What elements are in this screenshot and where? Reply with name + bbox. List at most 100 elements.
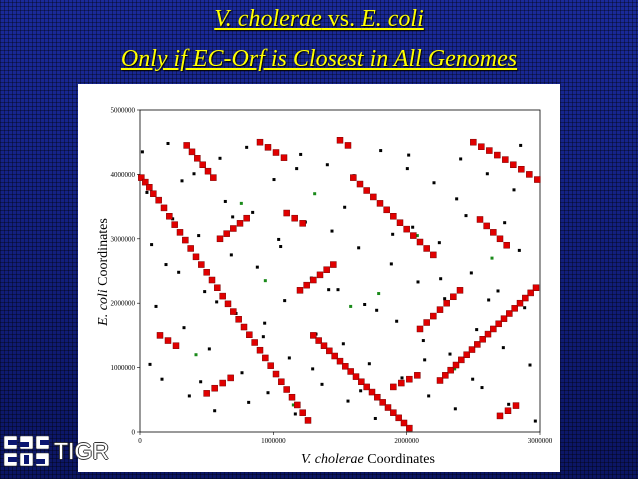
- scatter-point: [280, 154, 288, 161]
- scatter-point: [287, 356, 291, 360]
- scatter-point: [452, 361, 460, 369]
- scatter-point: [415, 234, 419, 238]
- scatter-point: [160, 377, 164, 381]
- title-species-b: E. coli: [361, 6, 424, 32]
- title-species-a: V. cholerae: [214, 6, 322, 32]
- scatter-point: [453, 407, 457, 411]
- scatter-point: [523, 306, 527, 310]
- scatter-point: [500, 315, 508, 322]
- scatter-point: [166, 213, 173, 220]
- y-tick-label: 4000000: [111, 171, 136, 179]
- scatter-point: [294, 401, 301, 409]
- scatter-point: [213, 409, 217, 413]
- slide-title-line-2: Only if EC-Orf is Closest in All Genomes: [120, 46, 518, 72]
- scatter-point: [430, 251, 437, 259]
- scatter-point: [405, 167, 409, 171]
- scatter-point: [504, 407, 512, 414]
- scatter-point: [320, 382, 324, 386]
- scatter-point: [407, 153, 411, 157]
- scatter-point: [304, 417, 312, 424]
- scatter-point: [363, 187, 370, 194]
- scatter-point: [346, 399, 350, 403]
- scatter-point: [171, 217, 175, 221]
- scatter-point: [272, 178, 276, 182]
- scatter-point: [208, 276, 216, 284]
- scatter-point: [511, 305, 518, 312]
- scatter-point: [164, 337, 172, 344]
- scatter-point: [194, 155, 201, 162]
- scatter-point: [326, 347, 333, 355]
- scatter-point: [400, 419, 408, 427]
- scatter-point: [533, 419, 537, 423]
- scatter-point: [485, 172, 489, 176]
- scatter-point: [496, 235, 504, 243]
- scatter-point: [411, 225, 415, 229]
- scatter-point: [243, 214, 250, 222]
- x-axis-label-italic: V. cholerae: [301, 452, 364, 467]
- scatter-point: [325, 163, 329, 167]
- scatter-point: [436, 377, 444, 384]
- scatter-point: [263, 279, 267, 283]
- scatter-point: [323, 266, 330, 273]
- scatter-point: [277, 237, 281, 241]
- scatter-point: [216, 235, 224, 243]
- scatter-point: [427, 394, 431, 398]
- scatter-point: [182, 236, 189, 244]
- scatter-point: [176, 229, 184, 236]
- x-tick-label: 3000000: [528, 437, 553, 445]
- y-tick-label: 1000000: [111, 364, 136, 372]
- x-axis-label: V. cholerae Coordinates: [258, 452, 478, 468]
- scatter-point: [526, 171, 533, 178]
- scatter-point: [278, 378, 285, 386]
- scatter-point: [357, 246, 361, 250]
- scatter-point: [432, 181, 436, 185]
- scatter-point: [316, 271, 324, 279]
- scatter-point: [207, 347, 211, 351]
- y-axis-ticks: 0 1000000 2000000 3000000 4000000 5000000: [111, 107, 140, 437]
- scatter-point: [160, 204, 168, 212]
- scatter-point: [450, 293, 457, 301]
- x-tick-label: 2000000: [394, 437, 419, 445]
- scatter-point: [527, 289, 534, 297]
- scatter-point: [475, 328, 479, 332]
- scatter-point: [522, 294, 529, 302]
- x-tick-label: 0: [138, 437, 142, 445]
- scatter-point: [486, 147, 493, 154]
- scatter-point: [236, 220, 244, 227]
- scatter-point: [313, 192, 317, 196]
- x-axis-ticks: 0 1000000 2000000 3000000: [138, 432, 553, 445]
- scatter-point: [247, 400, 251, 404]
- scatter-point: [245, 145, 249, 149]
- scatter-point: [240, 371, 244, 375]
- scatter-point: [471, 377, 475, 381]
- scatter-point: [146, 184, 153, 191]
- scatter-point: [218, 156, 222, 160]
- scatter-point: [443, 299, 450, 307]
- scatter-point: [490, 325, 497, 333]
- scatter-point: [224, 300, 232, 308]
- scatter-point: [246, 331, 253, 339]
- scatter-point: [510, 161, 517, 168]
- scatter-point: [148, 362, 152, 366]
- scatter-point: [172, 342, 180, 349]
- scatter-point: [377, 292, 381, 296]
- scatter-point: [490, 256, 494, 260]
- scatter-point: [439, 277, 443, 281]
- scatter-point: [479, 336, 486, 343]
- scatter-point: [507, 402, 511, 406]
- scatter-point: [376, 200, 384, 207]
- scatter-point: [219, 292, 226, 300]
- scatter-point: [390, 213, 397, 220]
- scatter-point: [398, 379, 405, 387]
- tigr-logo: TIGR: [2, 434, 122, 472]
- scatter-point: [484, 330, 492, 338]
- scatter-point: [255, 265, 259, 269]
- scatter-point: [295, 167, 299, 171]
- scatter-point: [356, 180, 364, 188]
- scatter-point: [374, 393, 381, 401]
- y-tick-label: 0: [132, 429, 136, 437]
- scatter-point: [343, 205, 347, 209]
- scatter-point: [495, 320, 502, 328]
- scatter-point: [283, 299, 287, 303]
- scatter-point: [211, 384, 218, 392]
